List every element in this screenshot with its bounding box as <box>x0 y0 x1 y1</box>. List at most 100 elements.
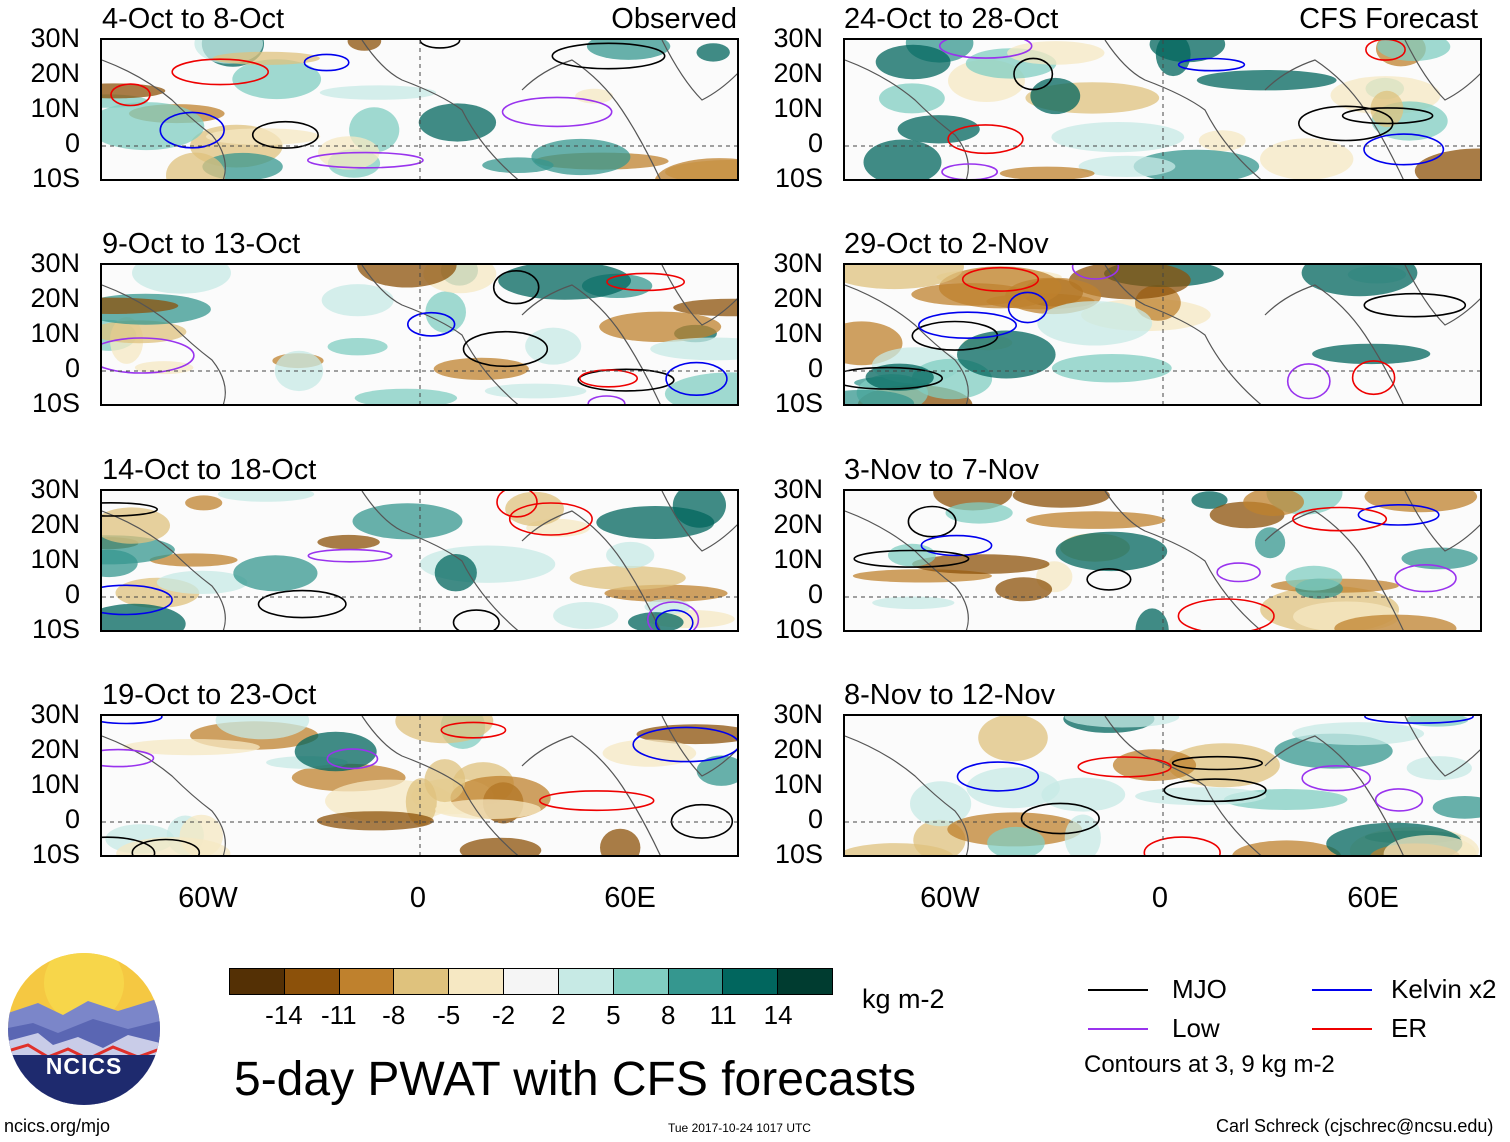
y-tick-label: 10S <box>774 614 823 644</box>
colorbar-swatch <box>449 969 505 994</box>
wave-contour <box>1071 265 1120 280</box>
y-tick-label: 30N <box>30 23 80 53</box>
wave-contour <box>501 96 613 128</box>
coastline <box>1404 716 1480 777</box>
coastline <box>1104 40 1262 179</box>
wave-contour <box>1163 778 1267 803</box>
pwat-anomaly <box>945 502 1013 524</box>
pwat-anomaly <box>484 383 587 399</box>
pwat-anomaly <box>1135 787 1267 806</box>
panel-title: 24-Oct to 28-Oct <box>844 3 1059 35</box>
y-tick-label: 0 <box>64 128 80 158</box>
pwat-anomaly <box>865 363 934 391</box>
wave-contour <box>655 609 694 630</box>
wave-contour <box>306 151 424 169</box>
figure-title: 5-day PWAT with CFS forecasts <box>234 1053 916 1106</box>
pwat-anomaly <box>354 388 458 404</box>
pwat-anomaly <box>1401 547 1478 570</box>
coastline <box>361 491 519 630</box>
pwat-anomaly <box>1285 565 1343 591</box>
pwat-anomaly <box>233 555 318 592</box>
y-tick-label: 20N <box>773 734 823 764</box>
y-tick-label: 30N <box>773 474 823 504</box>
pwat-anomaly <box>875 44 951 80</box>
pwat-anomaly <box>696 43 730 62</box>
wave-contour <box>665 361 728 397</box>
wave-contour <box>102 584 173 616</box>
wave-contour <box>1013 57 1054 91</box>
pwat-anomaly <box>1167 743 1280 788</box>
wave-contour <box>1341 107 1434 125</box>
y-tick-label: 30N <box>30 699 80 729</box>
coastline <box>521 59 661 179</box>
wave-contour <box>1301 765 1372 792</box>
pwat-anomaly <box>1135 608 1169 630</box>
ncics-logo: NCICS <box>8 953 160 1105</box>
wave-contour <box>1357 503 1440 526</box>
pwat-anomaly <box>569 565 686 590</box>
pwat-anomaly <box>274 350 324 392</box>
footer-url[interactable]: ncics.org/mjo <box>4 1116 111 1136</box>
pwat-anomaly <box>212 51 320 65</box>
wave-contour <box>492 270 540 305</box>
wave-contour <box>257 589 347 619</box>
pwat-anomaly <box>1051 354 1172 383</box>
pwat-anomaly <box>995 577 1053 602</box>
colorbar-tick-label: 8 <box>661 1000 676 1030</box>
pwat-anomaly <box>1232 840 1341 855</box>
pwat-anomaly <box>1406 756 1472 781</box>
pwat-anomaly <box>599 311 722 342</box>
y-tick-label: 30N <box>30 474 80 504</box>
pwat-anomaly <box>1414 148 1480 179</box>
panel-title: 14-Oct to 18-Oct <box>102 454 317 486</box>
pwat-anomaly <box>1255 527 1286 559</box>
wave-contour <box>1171 755 1264 771</box>
panel-title: 4-Oct to 8-Oct <box>102 3 285 35</box>
coastline <box>1104 265 1262 404</box>
y-tick-label: 0 <box>807 353 823 383</box>
y-tick-label: 20N <box>30 734 80 764</box>
colorbar-swatch <box>284 969 340 994</box>
pwat-anomaly <box>957 330 1056 379</box>
wave-contour <box>956 761 1040 792</box>
pwat-anomaly <box>938 266 1062 309</box>
pwat-anomaly <box>1334 614 1457 630</box>
wave-contour <box>1297 105 1394 142</box>
y-tick-label: 10N <box>30 318 80 348</box>
coastline <box>661 40 737 101</box>
colorbar-tick-label: -2 <box>491 1000 516 1030</box>
wave-contour <box>918 311 1018 340</box>
pwat-anomaly <box>1377 40 1451 61</box>
coastline <box>661 265 737 326</box>
y-tick-label: 0 <box>807 128 823 158</box>
wave-contour <box>1292 506 1388 532</box>
pwat-anomaly <box>319 85 437 100</box>
pwat-anomaly <box>1198 130 1246 152</box>
pwat-anomaly <box>650 337 737 361</box>
map-panel <box>100 714 739 857</box>
pwat-anomaly <box>664 372 737 404</box>
pwat-anomaly <box>673 298 737 317</box>
pwat-anomaly <box>102 507 170 544</box>
colorbar-swatch <box>778 969 832 994</box>
pwat-anomaly <box>185 495 223 511</box>
pwat-anomaly <box>606 541 655 569</box>
pwat-anomaly <box>102 603 186 630</box>
wave-contour <box>1143 836 1221 855</box>
y-tick-label: 10N <box>773 544 823 574</box>
wave-contour <box>102 836 156 855</box>
panel-title: 9-Oct to 13-Oct <box>102 228 301 260</box>
wave-contour <box>577 368 675 392</box>
pwat-anomaly <box>102 320 187 344</box>
y-tick-label: 20N <box>30 509 80 539</box>
pwat-anomaly <box>1243 491 1304 516</box>
x-tick-label: 60W <box>920 882 980 914</box>
footer-credit: Carl Schreck (cjschrec@ncsu.edu) <box>1216 1116 1494 1136</box>
pwat-anomaly <box>1055 531 1168 572</box>
map-panel <box>843 263 1482 406</box>
y-tick-label: 10N <box>773 93 823 123</box>
wave-contour <box>853 549 970 568</box>
pwat-anomaly <box>352 503 463 540</box>
y-tick-label: 10S <box>31 388 80 418</box>
y-tick-label: 30N <box>773 23 823 53</box>
